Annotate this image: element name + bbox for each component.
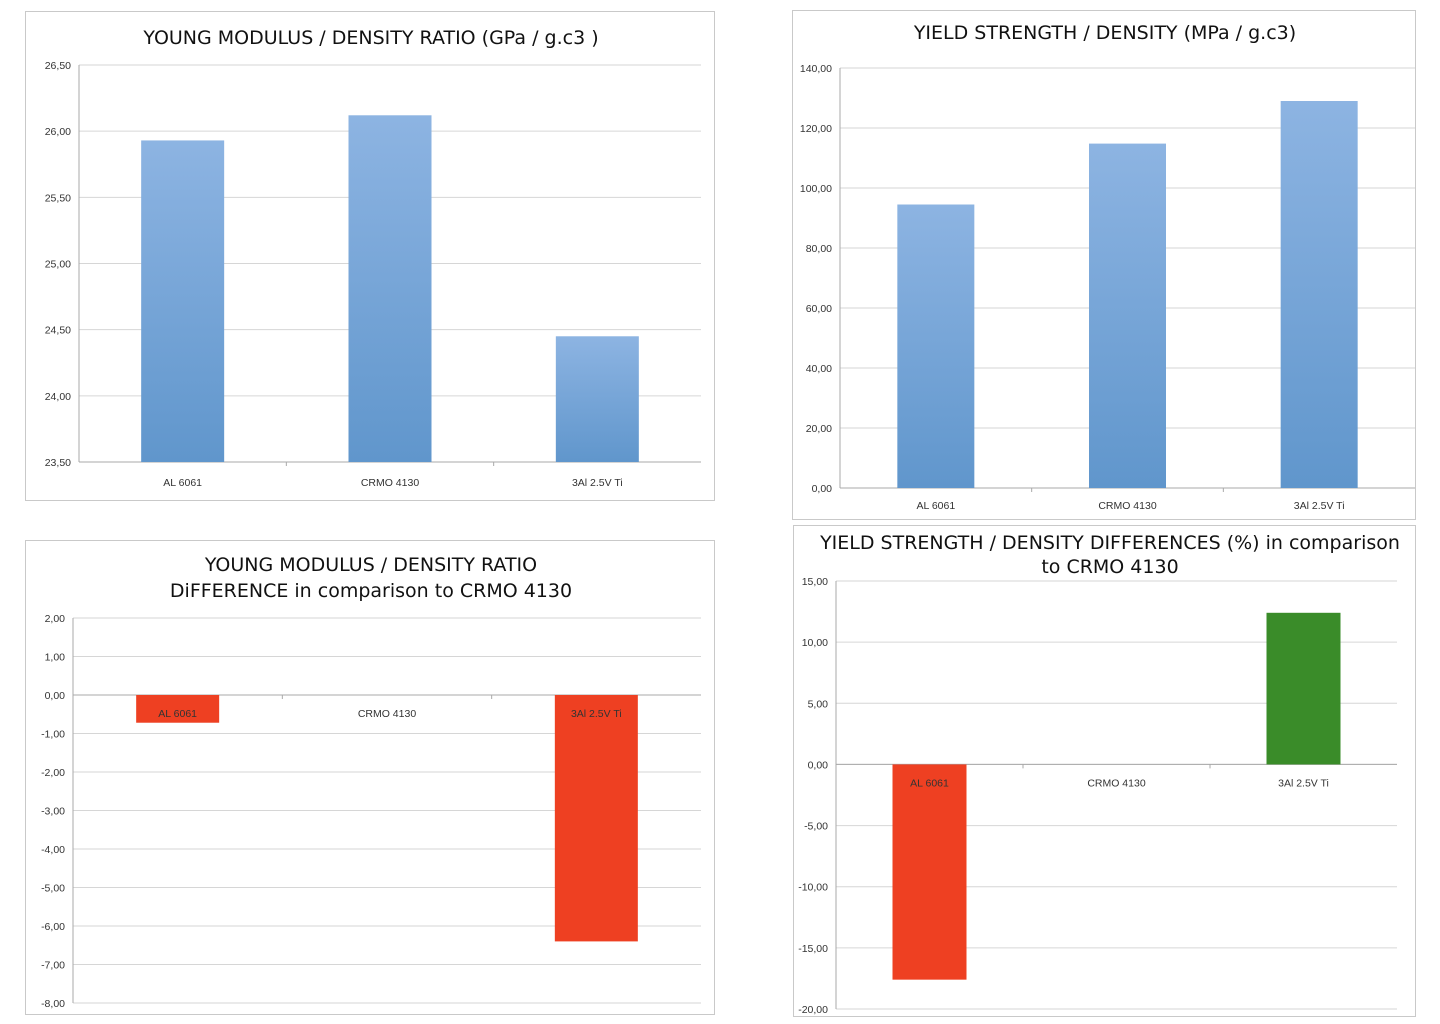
- y-tick-label: 20,00: [806, 423, 832, 435]
- category-label: AL 6061: [163, 477, 202, 489]
- bar: [892, 764, 967, 980]
- y-tick-label: 24,00: [45, 391, 71, 403]
- bar: [1280, 101, 1358, 488]
- category-label: 3Al 2.5V Ti: [572, 477, 623, 489]
- y-tick-label: 0,00: [812, 483, 833, 495]
- category-label: 3Al 2.5V Ti: [571, 708, 622, 720]
- y-tick-label: -10,00: [798, 882, 828, 894]
- category-label: AL 6061: [916, 500, 955, 512]
- chart-title-line: to CRMO 4130: [1041, 556, 1178, 578]
- bar: [897, 204, 975, 488]
- y-tick-label: 0,00: [808, 759, 829, 771]
- y-tick-label: 26,50: [45, 60, 71, 72]
- chart-panel-young-modulus-difference: YOUNG MODULUS / DENSITY RATIO DiFFERENCE …: [25, 540, 715, 1015]
- y-tick-label: 25,50: [45, 192, 71, 204]
- y-tick-label: 5,00: [808, 698, 829, 710]
- y-tick-label: -7,00: [41, 960, 65, 972]
- young-modulus-density-chart: YOUNG MODULUS / DENSITY RATIO (GPa / g.c…: [45, 27, 701, 489]
- chart-title-line: YIELD STRENGTH / DENSITY (MPa / g.c3): [913, 22, 1296, 44]
- category-label: AL 6061: [158, 708, 197, 720]
- bar: [554, 695, 638, 942]
- chart-title-line: DiFFERENCE in comparison to CRMO 4130: [170, 580, 572, 602]
- y-tick-label: 100,00: [800, 183, 832, 195]
- y-tick-label: 26,00: [45, 126, 71, 138]
- yield-strength-difference-chart: YIELD STRENGTH / DENSITY DIFFERENCES (%)…: [798, 532, 1400, 1016]
- bar: [1089, 143, 1166, 488]
- y-tick-label: -1,00: [41, 729, 65, 741]
- y-tick-label: 24,50: [45, 325, 71, 337]
- y-tick-label: 10,00: [802, 637, 828, 649]
- category-label: CRMO 4130: [1098, 500, 1157, 512]
- y-tick-label: -8,00: [41, 998, 65, 1010]
- y-tick-label: 2,00: [45, 613, 66, 625]
- y-tick-label: 40,00: [806, 363, 832, 375]
- chart-panel-yield-strength-density: YIELD STRENGTH / DENSITY (MPa / g.c3) 0,0…: [792, 10, 1416, 520]
- y-tick-label: 120,00: [800, 123, 832, 135]
- category-label: CRMO 4130: [1087, 777, 1146, 789]
- category-label: 3Al 2.5V Ti: [1278, 777, 1329, 789]
- y-tick-label: -20,00: [798, 1004, 828, 1016]
- bar: [1266, 612, 1341, 765]
- y-tick-label: 80,00: [806, 243, 832, 255]
- y-tick-label: 0,00: [45, 690, 66, 702]
- y-tick-label: -2,00: [41, 767, 65, 779]
- y-tick-label: -5,00: [804, 821, 828, 833]
- chart-title-line: YIELD STRENGTH / DENSITY DIFFERENCES (%)…: [819, 532, 1400, 554]
- bar: [555, 336, 639, 462]
- y-tick-label: -6,00: [41, 921, 65, 933]
- y-tick-label: 1,00: [45, 652, 66, 664]
- category-label: CRMO 4130: [361, 477, 420, 489]
- bar: [141, 140, 225, 462]
- y-tick-label: 140,00: [800, 63, 832, 75]
- y-tick-label: 60,00: [806, 303, 832, 315]
- y-tick-label: 15,00: [802, 576, 828, 588]
- bar: [348, 115, 432, 462]
- category-label: CRMO 4130: [358, 708, 417, 720]
- category-label: AL 6061: [910, 777, 949, 789]
- y-tick-label: -3,00: [41, 806, 65, 818]
- yield-strength-density-chart: YIELD STRENGTH / DENSITY (MPa / g.c3) 0,0…: [800, 22, 1415, 512]
- young-modulus-difference-chart: YOUNG MODULUS / DENSITY RATIO DiFFERENCE …: [41, 554, 701, 1010]
- chart-panel-yield-strength-difference: YIELD STRENGTH / DENSITY DIFFERENCES (%)…: [793, 525, 1416, 1017]
- chart-title-line: YOUNG MODULUS / DENSITY RATIO (GPa / g.c…: [142, 27, 598, 49]
- y-tick-label: 25,00: [45, 259, 71, 271]
- chart-panel-young-modulus-density: YOUNG MODULUS / DENSITY RATIO (GPa / g.c…: [25, 11, 715, 501]
- y-tick-label: -15,00: [798, 943, 828, 955]
- y-tick-label: -5,00: [41, 883, 65, 895]
- category-label: 3Al 2.5V Ti: [1294, 500, 1345, 512]
- y-tick-label: -4,00: [41, 844, 65, 856]
- bar: [136, 695, 220, 723]
- chart-title-line: YOUNG MODULUS / DENSITY RATIO: [204, 554, 537, 576]
- y-tick-label: 23,50: [45, 457, 71, 469]
